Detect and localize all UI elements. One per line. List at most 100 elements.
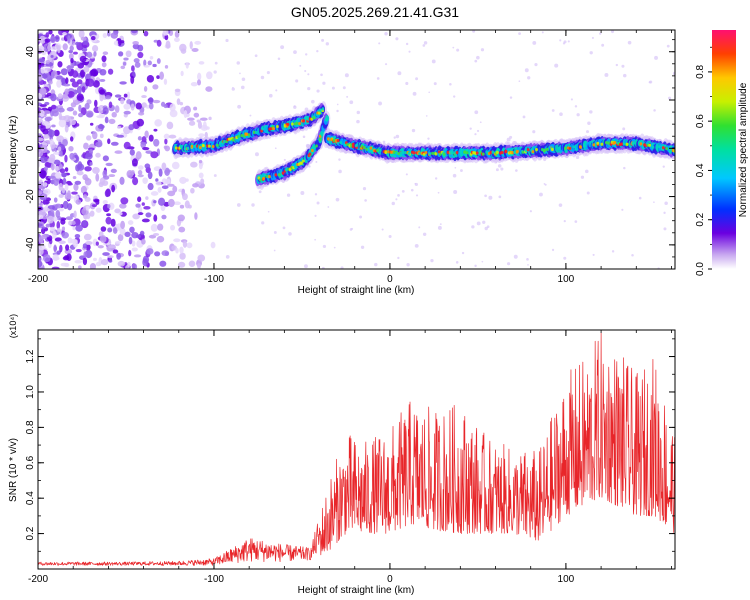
noise-dot [356,119,360,124]
noise-blob [38,243,46,251]
ridge-blob [174,146,178,150]
x-tick-label: 0 [387,274,393,285]
noise-blob [141,202,145,206]
noise-dot [610,30,615,34]
ridge-blob [286,122,290,127]
noise-blob [47,205,56,210]
noise-dot [410,188,414,192]
ridge-blob [428,152,432,156]
noise-blob [166,183,175,187]
noise-dot [524,68,529,73]
noise-blob [123,110,131,115]
ridge-blob [206,144,209,148]
noise-dot [282,226,286,230]
noise-blob [128,124,135,131]
noise-blob [102,51,109,56]
noise-dot [397,256,400,260]
noise-blob [38,149,44,158]
noise-blob [48,80,53,85]
noise-dot [474,110,479,115]
noise-blob [107,204,111,209]
noise-dot [586,191,590,195]
noise-dot [434,177,438,180]
noise-blob [188,120,196,126]
noise-blob [120,220,125,230]
noise-blob [152,63,157,68]
noise-blob [73,239,78,248]
noise-dot [668,96,672,100]
noise-blob [66,64,72,72]
noise-blob [72,70,79,78]
noise-dot [277,57,281,61]
noise-blob [43,188,51,196]
ridge-blob [312,116,316,120]
noise-blob [152,84,159,90]
noise-dot [225,38,229,43]
noise-blob [38,199,41,204]
ridge-blob [526,148,530,152]
noise-blob [147,60,152,66]
noise-blob [39,170,47,179]
noise-blob [102,155,109,162]
noise-blob [64,91,69,95]
noise-blob [143,206,151,210]
noise-dot [570,98,573,101]
noise-blob [38,214,44,220]
noise-blob [49,36,56,44]
noise-blob [66,182,73,186]
noise-dot [316,49,319,53]
noise-dot [453,95,456,98]
noise-dot [240,85,245,90]
noise-dot [412,91,417,96]
noise-dot [425,115,428,117]
noise-blob [110,168,117,174]
noise-blob [156,39,162,47]
noise-blob [205,126,210,130]
noise-blob [77,265,82,269]
noise-blob [197,263,202,269]
noise-dot [384,32,388,36]
ridge-blob [245,132,249,136]
noise-blob [205,86,213,92]
noise-blob [122,61,127,66]
noise-dot [273,249,276,252]
noise-blob [41,226,46,230]
noise-blob [42,134,50,139]
noise-blob [101,55,107,63]
noise-blob [148,134,154,142]
noise-blob [58,240,66,244]
noise-dot [364,199,367,202]
noise-blob [92,166,100,174]
noise-blob [110,32,118,39]
noise-blob [67,90,75,98]
noise-blob [81,86,86,93]
noise-blob [73,183,79,191]
noise-blob [156,75,160,79]
noise-blob [71,220,76,226]
noise-dot [286,193,291,197]
noise-blob [50,71,55,80]
noise-dot [316,201,320,205]
noise-blob [105,216,112,225]
noise-blob [80,107,87,116]
noise-dot [649,80,653,84]
noise-blob [38,185,44,190]
noise-blob [126,169,134,179]
noise-dot [214,61,218,65]
noise-blob [164,167,170,176]
noise-blob [107,227,113,233]
noise-blob [108,101,113,109]
noise-blob [129,226,135,233]
noise-dot [418,226,421,229]
noise-dot [314,214,317,217]
noise-dot [663,211,666,214]
noise-dot [395,134,400,139]
ridge-blob [515,150,519,154]
noise-blob [84,177,90,181]
noise-dot [601,43,605,47]
noise-dot [239,72,241,75]
ridge-blob [418,152,422,156]
noise-blob [187,204,192,209]
noise-blob [198,61,205,65]
noise-blob [95,207,102,213]
